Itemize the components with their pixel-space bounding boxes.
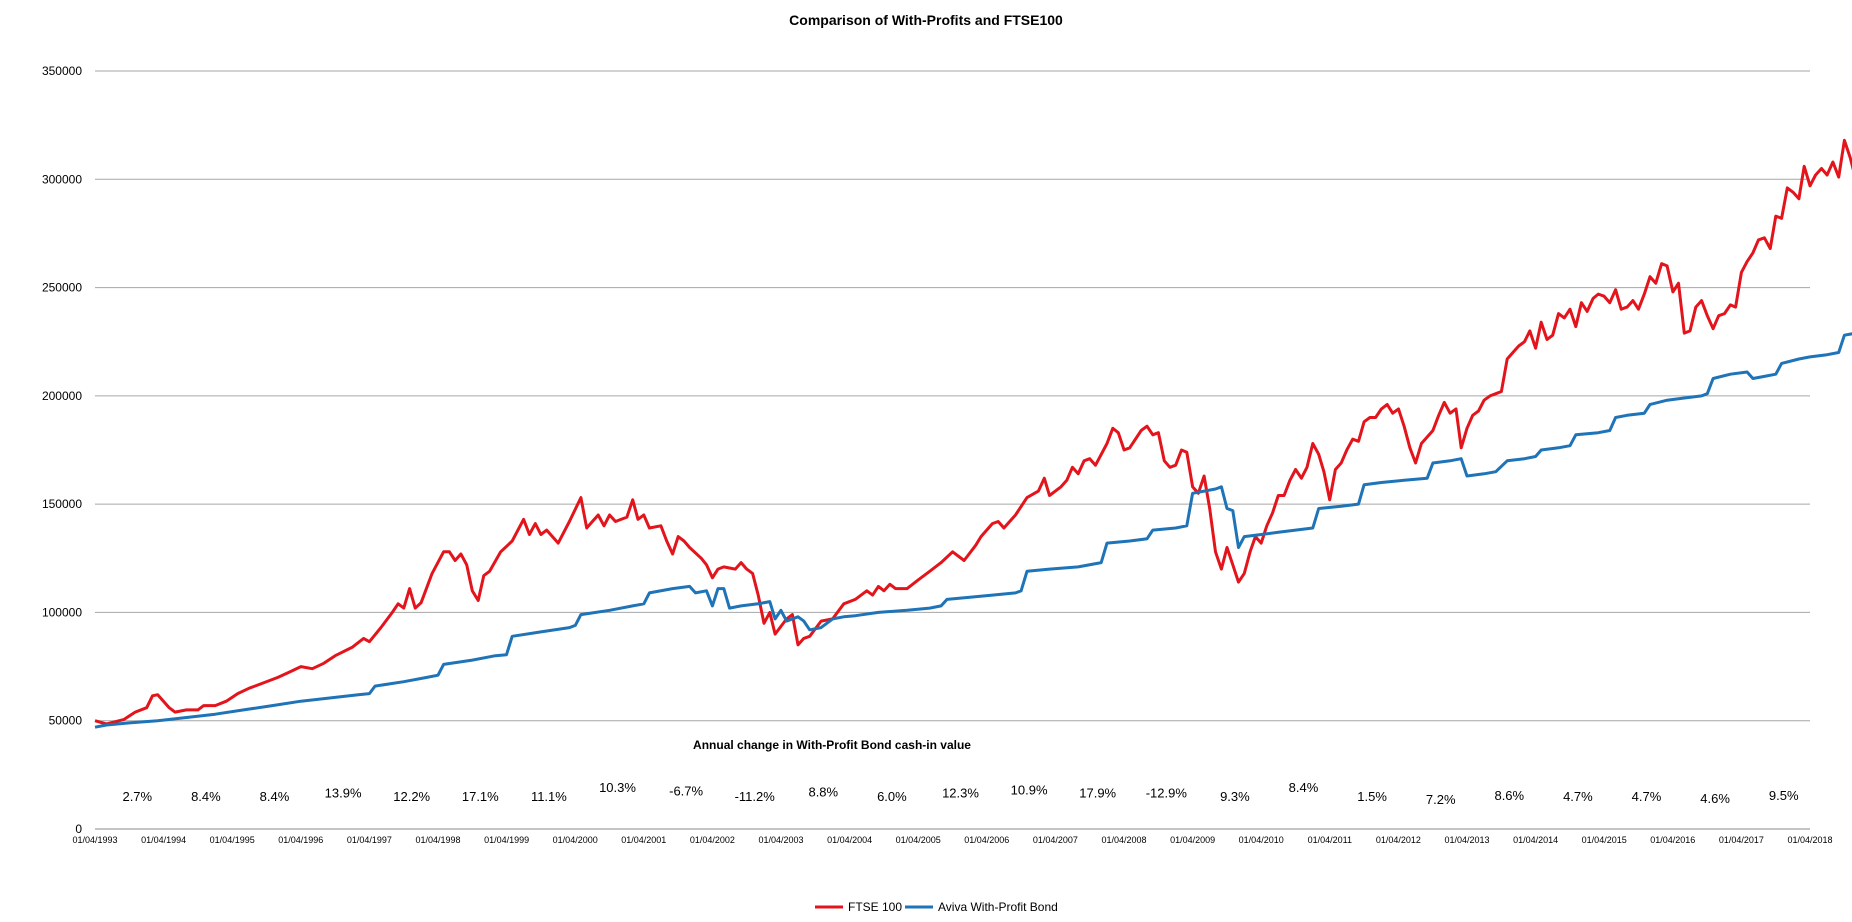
annual-change-annotations: 2.7% 8.4% 8.4% 13.9% 12.2% 17.1% 11.1% 10.3% -6.… xyxy=(122,780,1798,807)
x-tick-label: 01/04/2000 xyxy=(553,835,598,845)
chart-title: Comparison of With-Profits and FTSE100 xyxy=(789,12,1063,28)
x-tick-label: 01/04/2018 xyxy=(1787,835,1832,845)
annotation-label: 8.4% xyxy=(191,789,221,804)
y-tick-label: 300000 xyxy=(42,172,82,186)
annotation-label: 17.9% xyxy=(1079,786,1116,801)
annotation-title: Annual change in With-Profit Bond cash-i… xyxy=(693,738,971,752)
gridlines xyxy=(95,70,1810,722)
y-tick-label: 150000 xyxy=(42,497,82,511)
x-tick-label: 01/04/2005 xyxy=(896,835,941,845)
annotation-label: -6.7% xyxy=(669,783,703,798)
x-tick-label: 01/04/2014 xyxy=(1513,835,1558,845)
annotation-label: 11.1% xyxy=(531,789,567,804)
annotation-label: 4.7% xyxy=(1563,789,1593,804)
annotation-label: 4.6% xyxy=(1700,791,1730,806)
series-lines xyxy=(94,138,1852,729)
annotation-label: 17.1% xyxy=(462,789,499,804)
annotation-label: -11.2% xyxy=(735,789,776,804)
x-tick-label: 01/04/2003 xyxy=(758,835,803,845)
annotation-label: -12.9% xyxy=(1146,786,1188,801)
legend-label: FTSE 100 xyxy=(848,900,902,914)
annotation-label: 7.2% xyxy=(1426,792,1456,807)
x-tick-label: 01/04/1999 xyxy=(484,835,529,845)
x-tick-label: 01/04/2009 xyxy=(1170,835,1215,845)
annotation-label: 1.5% xyxy=(1357,789,1387,804)
annotation-label: 12.3% xyxy=(942,786,979,801)
annotation-label: 13.9% xyxy=(325,786,362,801)
x-tick-label: 01/04/1996 xyxy=(278,835,323,845)
x-tick-label: 01/04/2002 xyxy=(690,835,735,845)
x-axis-tick-labels: 01/04/1993 01/04/1994 01/04/1995 01/04/1996… xyxy=(72,835,1832,845)
y-tick-label: 0 xyxy=(75,822,82,836)
legend: FTSE 100 Aviva With-Profit Bond xyxy=(815,900,1058,914)
x-tick-label: 01/04/1993 xyxy=(72,835,117,845)
annotation-label: 10.3% xyxy=(599,780,636,795)
x-tick-label: 01/04/2011 xyxy=(1308,835,1352,845)
x-tick-label: 01/04/2012 xyxy=(1376,835,1421,845)
x-tick-label: 01/04/2016 xyxy=(1650,835,1695,845)
x-tick-label: 01/04/2007 xyxy=(1033,835,1078,845)
y-tick-label: 100000 xyxy=(42,605,82,619)
annotation-label: 8.4% xyxy=(260,789,290,804)
x-tick-label: 01/04/2006 xyxy=(964,835,1009,845)
x-tick-label: 01/04/1998 xyxy=(415,835,460,845)
annotation-label: 9.3% xyxy=(1220,789,1250,804)
y-tick-label: 350000 xyxy=(42,64,82,78)
x-tick-label: 01/04/2017 xyxy=(1719,835,1764,845)
annotation-label: 8.6% xyxy=(1494,788,1524,803)
x-tick-label: 01/04/1997 xyxy=(347,835,392,845)
series-line-ftse-100 xyxy=(94,138,1852,726)
x-tick-label: 01/04/1994 xyxy=(141,835,186,845)
x-tick-label: 01/04/2010 xyxy=(1239,835,1284,845)
annotation-label: 8.4% xyxy=(1289,780,1319,795)
x-tick-label: 01/04/1995 xyxy=(210,835,255,845)
y-axis-tick-labels: 0 50000 100000 150000 200000 250000 300000 3500… xyxy=(42,64,82,836)
x-tick-label: 01/04/2015 xyxy=(1582,835,1627,845)
annotation-label: 12.2% xyxy=(393,789,430,804)
x-tick-label: 01/04/2008 xyxy=(1101,835,1146,845)
series-line-aviva-with-profit-bond xyxy=(94,332,1852,729)
legend-label: Aviva With-Profit Bond xyxy=(938,900,1058,914)
annotation-label: 9.5% xyxy=(1769,788,1799,803)
annotation-label: 6.0% xyxy=(877,789,907,804)
annotation-label: 4.7% xyxy=(1632,789,1662,804)
annotation-label: 10.9% xyxy=(1011,782,1048,797)
y-tick-label: 50000 xyxy=(49,714,83,728)
y-tick-label: 200000 xyxy=(42,389,82,403)
x-tick-label: 01/04/2013 xyxy=(1444,835,1489,845)
y-tick-label: 250000 xyxy=(42,281,82,295)
x-tick-label: 01/04/2004 xyxy=(827,835,872,845)
annotation-label: 2.7% xyxy=(122,789,152,804)
annotation-label: 8.8% xyxy=(808,785,838,800)
x-tick-label: 01/04/2001 xyxy=(621,835,666,845)
